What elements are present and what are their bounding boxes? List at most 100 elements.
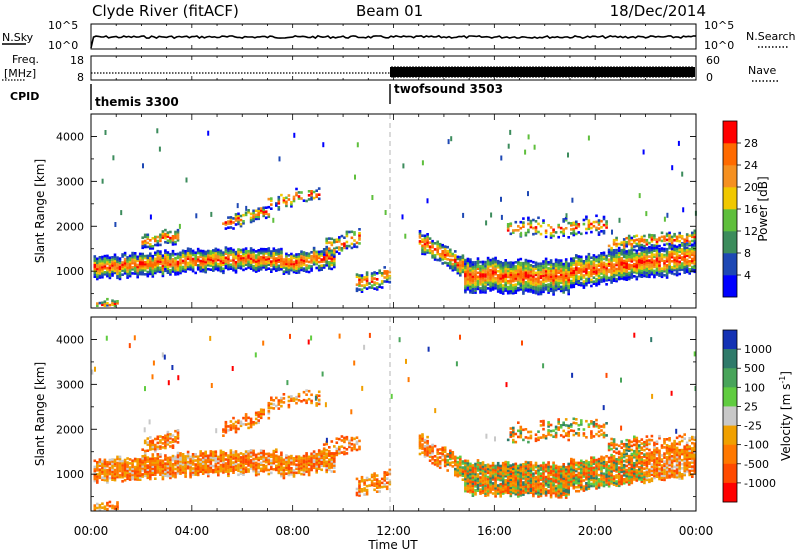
data-cell — [643, 238, 646, 242]
data-cell — [93, 269, 97, 272]
data-cell — [630, 236, 634, 240]
data-cell — [171, 444, 175, 447]
data-cell — [176, 260, 180, 264]
data-cell — [131, 253, 134, 257]
data-cell — [370, 481, 374, 485]
data-cell — [358, 274, 361, 277]
data-cell — [242, 453, 245, 456]
data-cell — [388, 482, 392, 486]
data-cell — [345, 240, 349, 244]
data-cell — [683, 251, 686, 254]
data-cell — [330, 257, 334, 261]
data-cell — [456, 472, 460, 476]
data-cell — [219, 261, 223, 265]
data-cell — [126, 260, 129, 263]
data-cell — [259, 247, 263, 251]
data-cell — [257, 464, 260, 468]
data-cell — [358, 480, 361, 483]
nave-tick-bottom: 0 — [706, 71, 713, 84]
data-cell — [537, 272, 540, 276]
data-cell — [544, 269, 548, 273]
data-cell — [620, 277, 623, 280]
data-cell — [143, 441, 147, 445]
data-cell — [635, 234, 639, 238]
data-cell — [141, 262, 144, 266]
data-cell — [580, 283, 583, 287]
data-cell — [610, 252, 613, 256]
data-cell — [224, 264, 228, 268]
data-cell — [116, 272, 119, 276]
data-cell — [496, 264, 500, 267]
data-cell — [443, 245, 447, 248]
data-cell — [675, 265, 679, 269]
data-cell — [262, 266, 265, 269]
data-cell — [189, 249, 192, 253]
data-cell — [660, 257, 664, 260]
data-cell — [101, 261, 104, 265]
data-cell — [461, 256, 465, 259]
data-cell — [280, 400, 283, 404]
data-cell — [501, 292, 505, 295]
data-cell — [282, 470, 286, 474]
data-cell — [607, 278, 611, 282]
data-cell — [234, 420, 238, 424]
data-cell — [375, 474, 379, 477]
data-cell — [210, 211, 213, 217]
data-cell — [128, 468, 132, 471]
data-cell — [123, 466, 127, 470]
data-cell — [207, 456, 210, 460]
data-cell — [436, 456, 439, 460]
data-cell — [161, 463, 165, 467]
data-cell — [685, 262, 689, 266]
data-cell — [227, 249, 230, 253]
data-cell — [602, 231, 606, 235]
data-cell — [466, 477, 470, 481]
data-cell — [456, 269, 460, 273]
data-cell — [479, 268, 482, 272]
data-cell — [537, 268, 540, 272]
data-cell — [668, 265, 671, 268]
data-cell — [300, 266, 303, 270]
data-cell — [252, 463, 255, 467]
data-cell — [189, 268, 192, 271]
data-cell — [643, 262, 646, 266]
data-cell — [154, 467, 157, 470]
data-cell — [328, 446, 331, 449]
data-cell — [365, 271, 369, 274]
data-cell — [486, 262, 490, 266]
data-cell — [116, 268, 119, 271]
data-cell — [169, 240, 172, 244]
data-cell — [196, 251, 200, 255]
data-cell — [373, 484, 376, 487]
data-cell — [222, 253, 225, 256]
data-cell — [602, 215, 606, 219]
data-cell — [201, 249, 205, 253]
data-cell — [630, 258, 634, 261]
data-cell — [645, 271, 649, 274]
data-cell — [514, 285, 518, 288]
data-cell — [355, 440, 359, 444]
data-cell — [305, 454, 308, 457]
data-cell — [244, 454, 248, 457]
data-cell — [207, 458, 210, 462]
data-cell — [229, 226, 233, 229]
data-cell — [136, 476, 139, 479]
data-cell — [275, 259, 278, 262]
data-cell — [247, 264, 250, 267]
data-cell — [209, 470, 213, 473]
colorbar-tick-label: 24 — [744, 159, 758, 172]
data-cell — [456, 261, 460, 265]
data-cell — [229, 465, 233, 468]
data-cell — [106, 297, 109, 301]
data-cell — [534, 283, 538, 287]
data-cell — [287, 258, 291, 261]
data-cell — [305, 452, 308, 455]
data-cell — [600, 258, 603, 261]
data-cell — [227, 261, 230, 265]
data-cell — [229, 426, 233, 429]
data-cell — [297, 195, 301, 198]
data-cell — [519, 286, 523, 289]
data-cell — [668, 246, 671, 250]
data-cell — [234, 217, 238, 220]
data-cell — [136, 464, 139, 467]
